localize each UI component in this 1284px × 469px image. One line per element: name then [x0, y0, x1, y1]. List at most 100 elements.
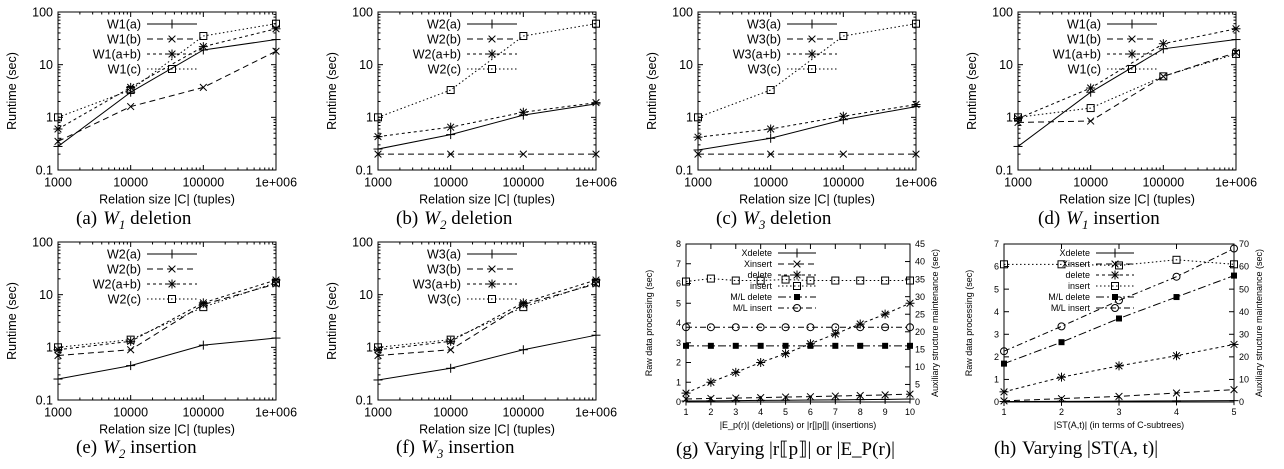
series-xdelete — [999, 396, 1239, 407]
caption-subscript: 1 — [118, 216, 126, 232]
series-line — [57, 28, 277, 130]
data-point — [766, 124, 776, 134]
data-point — [374, 343, 382, 352]
legend-marker — [807, 49, 817, 59]
y-tick-label: 7 — [994, 239, 999, 249]
data-point — [1232, 49, 1240, 58]
data-point — [839, 150, 848, 158]
x-tick-label: 2 — [1059, 407, 1064, 417]
x-axis-label: |ST(A,t)| (in terms of C-subtrees) — [1054, 420, 1184, 430]
legend-label: W3(b) — [427, 262, 461, 276]
chart-svg: 1000 10000 100000 1e+006 0.1 1 10 100 Relation s… — [645, 5, 937, 206]
data-point — [831, 392, 840, 400]
data-point — [1172, 255, 1181, 264]
y-tick-label: 2 — [676, 358, 681, 368]
series-line — [1017, 28, 1237, 119]
legend-label: W1(c) — [108, 62, 141, 76]
series-line — [685, 278, 910, 283]
series-w1-c- — [54, 19, 280, 122]
data-point — [592, 278, 600, 287]
data-point — [756, 276, 765, 285]
data-point — [1086, 83, 1096, 93]
y-tick-label: 4 — [994, 307, 999, 317]
data-point — [198, 340, 208, 350]
caption-subscript: 1 — [1081, 216, 1089, 232]
legend-label: insert — [750, 281, 773, 291]
legend-marker — [167, 279, 177, 289]
legend-marker — [808, 35, 816, 43]
data-point — [806, 323, 815, 332]
data-point — [1057, 260, 1066, 269]
data-point — [731, 323, 740, 332]
data-point — [1114, 361, 1124, 371]
data-point — [1229, 396, 1239, 406]
caption-subscript: 3 — [436, 445, 444, 461]
data-point — [706, 396, 716, 406]
x-tick-label: 1 — [683, 407, 688, 417]
data-point — [781, 275, 790, 284]
x-tick-label: 3 — [733, 407, 738, 417]
caption-text: deletion — [130, 208, 192, 229]
chart-caption: (a) W1 deletion — [76, 208, 191, 233]
data-point — [519, 32, 528, 41]
data-point — [126, 86, 135, 95]
series-line — [57, 283, 277, 356]
x-tick-label: 1e+006 — [255, 176, 297, 190]
legend-marker — [167, 19, 177, 29]
series-line — [685, 302, 911, 394]
legend-marker — [794, 294, 800, 300]
legend-marker — [792, 270, 802, 280]
y2-tick-label: 35 — [915, 274, 925, 284]
legend-label: Xinsert — [1062, 259, 1091, 269]
y2-tick-label: 0 — [915, 397, 920, 407]
data-point — [906, 276, 914, 285]
data-point — [1000, 397, 1008, 405]
series-w2-a- — [373, 99, 601, 154]
data-point — [271, 35, 281, 45]
series-w3-b- — [694, 150, 920, 158]
data-point — [856, 276, 865, 285]
plot-frame — [1017, 11, 1237, 171]
data-point — [1114, 396, 1124, 406]
y-tick-label: 0 — [676, 397, 681, 407]
data-point — [706, 377, 716, 387]
caption-subscript: 3 — [758, 216, 766, 232]
y-tick-label: 0.1 — [356, 393, 373, 407]
y2-tick-label: 70 — [1239, 239, 1249, 249]
x-tick-label: 3 — [1116, 407, 1121, 417]
data-point — [199, 32, 208, 41]
series-line — [1017, 39, 1237, 147]
legend-label: M/L delete — [730, 292, 772, 302]
y-tick-label: 7 — [676, 259, 681, 269]
data-point — [1173, 294, 1180, 301]
caption-label: (g) — [676, 439, 699, 460]
chart-panel-c: 1000 10000 100000 1e+006 0.1 1 10 100 Relation s… — [640, 0, 960, 231]
data-point — [766, 86, 775, 95]
series-m-l-delete — [1001, 272, 1237, 367]
plot-frame — [377, 11, 597, 171]
y2-tick-label: 60 — [1239, 262, 1249, 272]
x-tick-label: 1e+006 — [255, 406, 297, 420]
caption-variable: W3 — [743, 208, 766, 232]
chart-svg: 1000 10000 100000 1e+006 0.1 1 10 100 Relation s… — [965, 5, 1257, 206]
data-point — [683, 342, 689, 349]
data-point — [592, 19, 600, 28]
series-m-l-insert — [1000, 244, 1238, 356]
data-point — [1000, 347, 1008, 356]
data-point — [198, 42, 208, 52]
data-point — [272, 19, 280, 28]
data-point — [1014, 113, 1022, 122]
series-line — [57, 50, 277, 142]
legend-marker — [1112, 294, 1118, 300]
data-point — [1057, 394, 1066, 403]
y-tick-label: 0.1 — [996, 163, 1013, 177]
data-point — [446, 363, 456, 373]
data-point — [446, 86, 455, 95]
caption-subscript: 2 — [439, 216, 447, 232]
data-point — [373, 375, 383, 385]
data-point — [374, 150, 382, 158]
data-point — [1231, 35, 1241, 45]
x-tick-label: 5 — [783, 407, 788, 417]
legend-label: W2(a) — [107, 247, 141, 261]
